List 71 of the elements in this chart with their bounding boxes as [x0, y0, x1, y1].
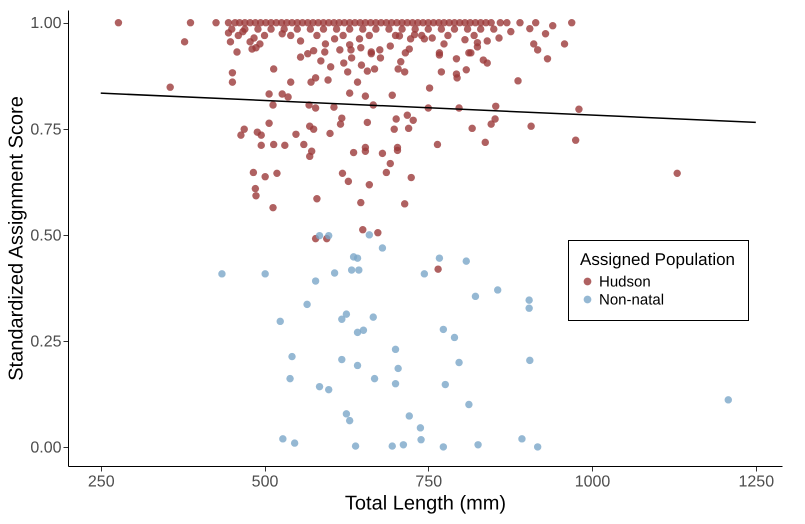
y-axis-title: Standardized Assignment Score [5, 96, 28, 381]
point [534, 443, 542, 451]
y-tick-label: 1.00 [30, 15, 62, 32]
point [316, 382, 324, 390]
point [440, 326, 448, 334]
y-tick-label: 0.00 [30, 439, 62, 456]
point [494, 286, 502, 294]
point [366, 231, 374, 239]
point [316, 232, 324, 240]
legend-title: Assigned Population [580, 250, 736, 269]
point [455, 358, 463, 366]
point [276, 318, 284, 326]
point [474, 441, 482, 448]
point [440, 443, 448, 451]
point [400, 441, 408, 448]
point [378, 244, 386, 252]
point [338, 356, 346, 364]
point [261, 270, 269, 278]
point [338, 316, 346, 323]
x-tick-label: 500 [252, 474, 278, 490]
y-tick-label: 0.50 [30, 227, 62, 244]
point [526, 356, 534, 364]
point [525, 304, 533, 312]
x-tick-label: 1000 [574, 474, 610, 490]
point [388, 442, 396, 450]
point [354, 254, 362, 262]
point [462, 257, 470, 265]
legend-label: Non-natal [599, 292, 664, 308]
point [525, 296, 533, 304]
point [279, 435, 287, 443]
point [303, 300, 311, 308]
point [354, 328, 362, 336]
x-axis-title: Total Length (mm) [344, 492, 506, 514]
point [218, 270, 226, 278]
point [290, 439, 298, 447]
point [442, 380, 450, 388]
x-tick-label: 1250 [738, 474, 774, 490]
point [355, 266, 363, 274]
point [342, 310, 350, 318]
point [360, 326, 368, 334]
point [465, 400, 473, 408]
point [450, 334, 458, 342]
point [312, 277, 320, 285]
point [518, 435, 526, 443]
y-tick-label: 0.75 [30, 121, 62, 138]
point [417, 436, 425, 444]
point [406, 412, 413, 420]
y-tick-label: 0.25 [30, 333, 62, 350]
point [346, 416, 354, 424]
point [392, 346, 400, 354]
point [342, 410, 350, 418]
point [354, 362, 362, 370]
point [472, 292, 480, 300]
point [724, 396, 732, 404]
point [416, 424, 424, 432]
point [370, 374, 378, 382]
point [352, 442, 360, 450]
x-tick-label: 250 [88, 474, 115, 490]
point [348, 266, 356, 274]
point [330, 269, 338, 277]
point [420, 270, 428, 278]
point [436, 254, 444, 262]
point [392, 380, 400, 388]
point [394, 364, 402, 372]
point [286, 374, 294, 382]
point [370, 313, 377, 321]
point [325, 232, 332, 240]
legend-label: Hudson [599, 274, 651, 290]
point [325, 386, 332, 394]
x-tick-label: 750 [415, 474, 442, 490]
point [288, 352, 296, 360]
